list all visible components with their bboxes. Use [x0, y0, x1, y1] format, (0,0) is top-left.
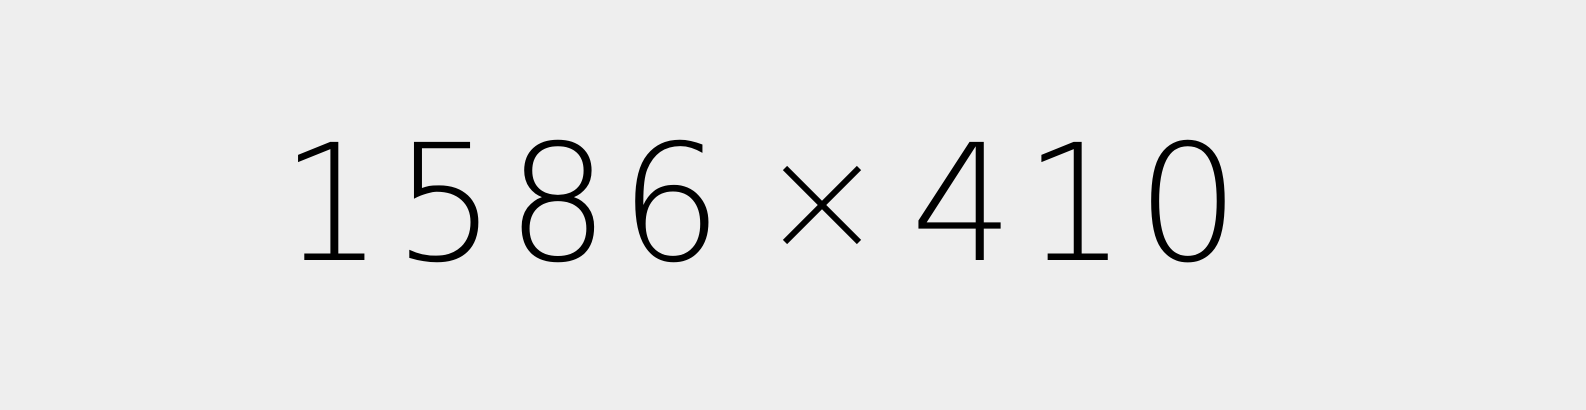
- width-value: 1586: [280, 111, 733, 299]
- dimensions-label: 1586 410: [280, 124, 1250, 286]
- height-value: 410: [910, 111, 1250, 299]
- multiply-icon: [781, 164, 863, 246]
